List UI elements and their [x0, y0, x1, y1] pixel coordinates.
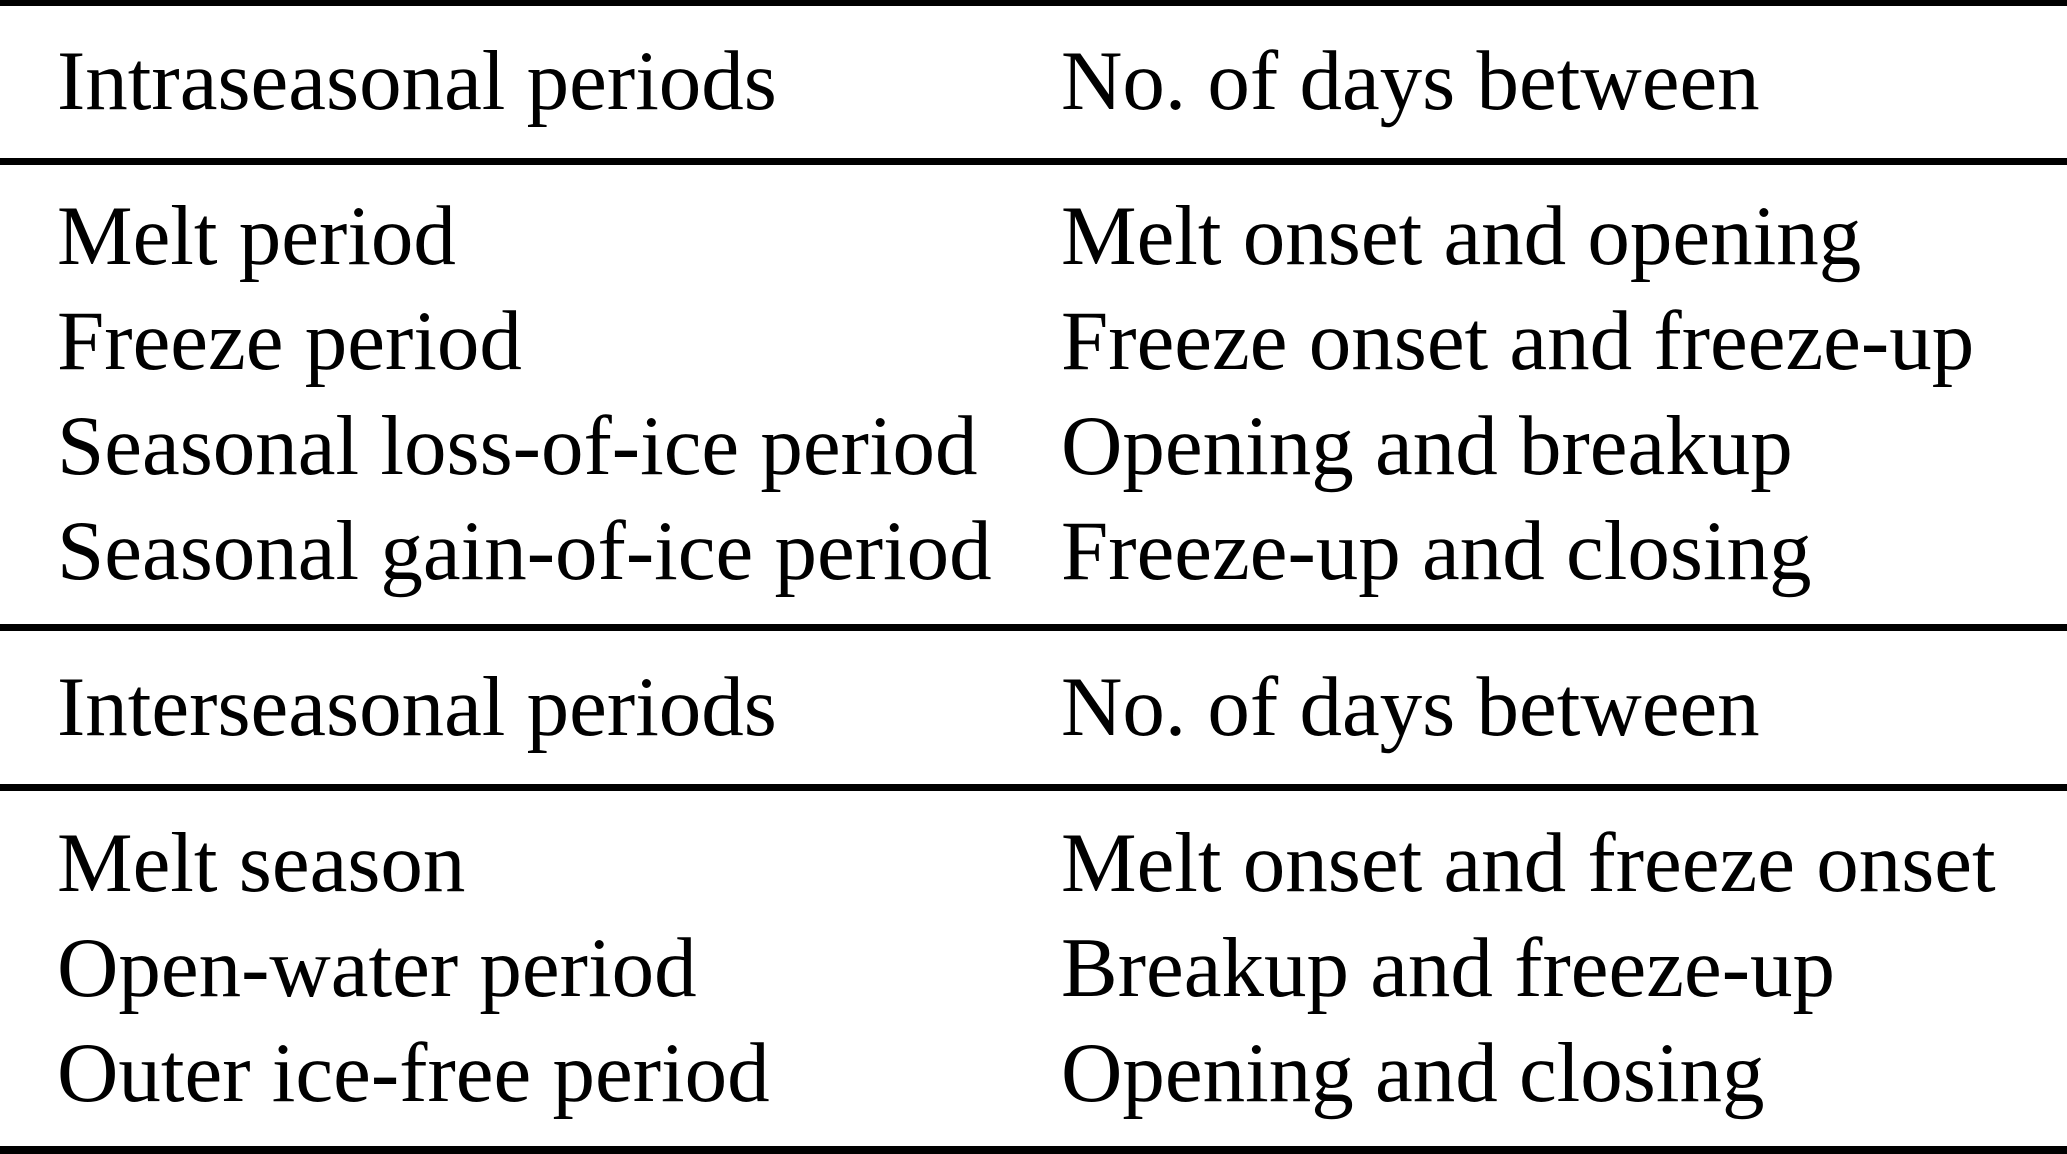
- period-name-cell: Freeze period: [57, 294, 522, 388]
- intraseasonal-header-row: Intraseasonal periods No. of days betwee…: [0, 6, 2067, 158]
- row-melt-period: Melt period Melt onset and opening: [0, 184, 2067, 289]
- intraseasonal-header-col1: Intraseasonal periods: [57, 34, 777, 128]
- rule-below-interseasonal-header: [0, 784, 2067, 791]
- period-definition-cell: Opening and closing: [1061, 1026, 1765, 1120]
- interseasonal-header-col1: Interseasonal periods: [57, 660, 777, 754]
- row-melt-season: Melt season Melt onset and freeze onset: [0, 811, 2067, 916]
- period-name-cell: Seasonal gain-of-ice period: [57, 504, 992, 598]
- period-definition-cell: Melt onset and freeze onset: [1061, 816, 1996, 910]
- row-freeze-period: Freeze period Freeze onset and freeze-up: [0, 289, 2067, 394]
- period-definition-cell: Freeze onset and freeze-up: [1061, 294, 1975, 388]
- period-definition-cell: Breakup and freeze-up: [1061, 921, 1836, 1015]
- interseasonal-rows-section: Melt season Melt onset and freeze onset …: [0, 791, 2067, 1146]
- interseasonal-header-row: Interseasonal periods No. of days betwee…: [0, 631, 2067, 784]
- period-name-cell: Seasonal loss-of-ice period: [57, 399, 978, 493]
- period-definition-cell: Freeze-up and closing: [1061, 504, 1812, 598]
- row-seasonal-gain-of-ice-period: Seasonal gain-of-ice period Freeze-up an…: [0, 499, 2067, 604]
- table-bottom-rule: [0, 1146, 2067, 1154]
- period-definition-cell: Opening and breakup: [1061, 399, 1793, 493]
- period-name-cell: Melt period: [57, 189, 456, 283]
- interseasonal-header-col2: No. of days between: [1061, 660, 1760, 754]
- table-top-rule: [0, 0, 2067, 6]
- period-name-cell: Outer ice-free period: [57, 1026, 770, 1120]
- rule-below-intraseasonal-header: [0, 158, 2067, 165]
- period-name-cell: Melt season: [57, 816, 466, 910]
- row-open-water-period: Open-water period Breakup and freeze-up: [0, 916, 2067, 1021]
- row-outer-ice-free-period: Outer ice-free period Opening and closin…: [0, 1021, 2067, 1126]
- row-seasonal-loss-of-ice-period: Seasonal loss-of-ice period Opening and …: [0, 394, 2067, 499]
- rule-above-interseasonal-header: [0, 624, 2067, 631]
- period-name-cell: Open-water period: [57, 921, 697, 1015]
- period-definition-cell: Melt onset and opening: [1061, 189, 1862, 283]
- intraseasonal-header-col2: No. of days between: [1061, 34, 1760, 128]
- intraseasonal-rows-section: Melt period Melt onset and opening Freez…: [0, 165, 2067, 624]
